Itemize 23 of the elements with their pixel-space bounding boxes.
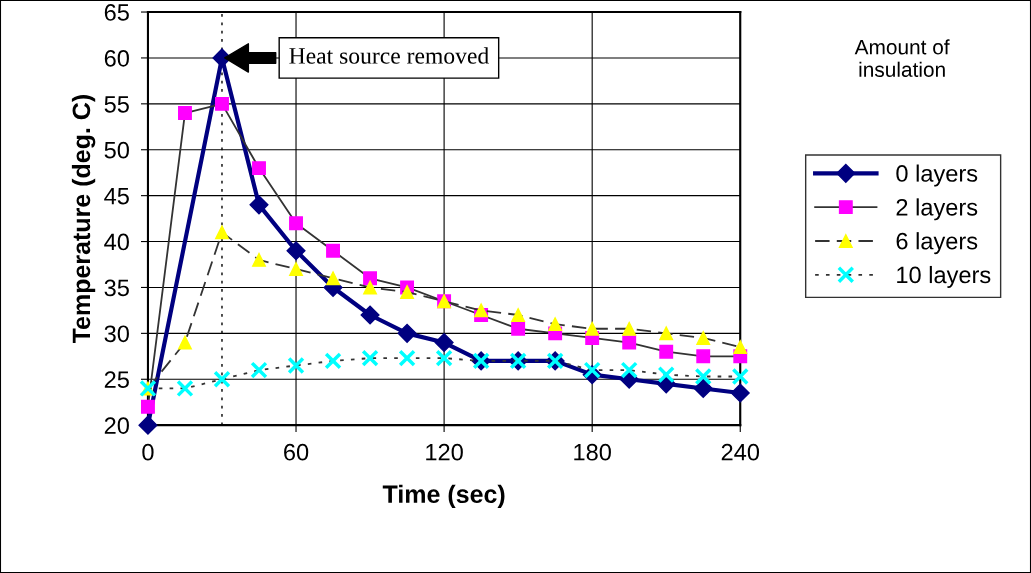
- y-axis-title: Temperature (deg. C): [71, 95, 96, 344]
- x-tick-label: 120: [426, 443, 463, 461]
- y-tick-label: 45: [104, 187, 129, 205]
- y-tick-label: 50: [104, 141, 129, 159]
- x-tick-label: 60: [284, 443, 309, 461]
- legend-label: 6 layers: [896, 232, 978, 255]
- y-tick-label: 35: [104, 279, 129, 297]
- y-tick-label: 25: [104, 371, 129, 389]
- annotation: Heat source removed: [289, 47, 489, 64]
- legend-label: 10 layers: [897, 265, 991, 288]
- y-tick-label: 20: [104, 417, 129, 434]
- x-tick-label: 0: [142, 443, 154, 461]
- y-tick-label: 40: [104, 233, 129, 251]
- y-tick-label: 60: [104, 50, 129, 67]
- y-tick-label: 55: [104, 96, 129, 113]
- legend-label: 2 layers: [896, 198, 978, 221]
- x-axis-title: Time (sec): [382, 484, 505, 508]
- legend-label: 0 layers: [896, 164, 978, 187]
- x-tick-label: 180: [574, 443, 611, 461]
- legend-title: Amount of insulation: [854, 39, 950, 77]
- x-tick-label: 240: [721, 443, 760, 461]
- y-tick-label: 30: [104, 325, 129, 343]
- y-tick-label: 65: [104, 4, 129, 21]
